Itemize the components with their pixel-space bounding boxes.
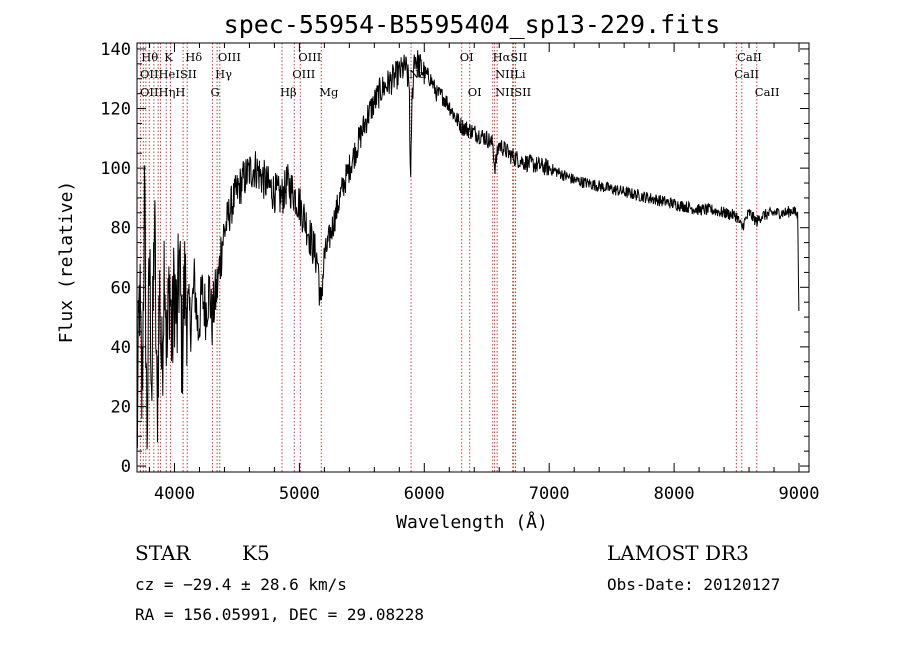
y-tick-label: 80 — [111, 219, 131, 239]
survey-name: LAMOST DR3 — [607, 541, 749, 565]
spectrum-series — [136, 50, 800, 450]
line-label: OI — [460, 50, 474, 64]
y-tick-label: 100 — [100, 159, 131, 179]
line-label: CaII — [737, 50, 762, 64]
x-axis-ticks: 4000 5000 6000 7000 8000 9000 — [148, 43, 820, 504]
line-label: HαSII — [493, 50, 528, 64]
line-label: OIIHηH — [140, 85, 185, 99]
object-class: STAR — [135, 541, 191, 565]
plot-frame — [136, 42, 810, 473]
line-label: OIIHeISII — [140, 67, 197, 81]
line-label: K — [164, 50, 173, 64]
x-tick-label: 8000 — [654, 484, 695, 504]
x-tick-label: 7000 — [529, 484, 570, 504]
chart-title: spec-55954-B5595404_sp13-229.fits — [224, 10, 721, 39]
line-label: NIISII — [495, 85, 531, 99]
line-label: CaII — [755, 85, 780, 99]
line-label: Mg — [319, 85, 339, 99]
x-axis-label: Wavelength (Å) — [396, 511, 548, 533]
line-label: Hθ — [141, 50, 158, 64]
spectrum-line — [136, 50, 800, 450]
line-label: G — [210, 85, 219, 99]
line-label: OIII — [218, 50, 241, 64]
y-tick-label: 140 — [100, 40, 131, 60]
y-tick-label: 40 — [111, 338, 131, 358]
x-tick-label: 5000 — [279, 484, 320, 504]
y-axis-label: Flux (relative) — [56, 181, 77, 344]
line-label: Hβ — [280, 85, 297, 99]
x-tick-label: 4000 — [154, 484, 195, 504]
line-label: Na — [409, 67, 426, 81]
x-tick-label: 6000 — [404, 484, 445, 504]
spectral-line-labels: Hθ K Hδ OIII OIII OI HαSII CaII OIIHeISII Hγ OIII N… — [140, 50, 780, 99]
line-label: OI — [468, 85, 482, 99]
y-tick-label: 0 — [121, 457, 131, 477]
y-tick-label: 60 — [111, 278, 131, 298]
y-tick-label: 20 — [111, 397, 131, 417]
x-tick-label: 9000 — [779, 484, 820, 504]
y-axis-ticks: 0 20 40 60 80 100 120 140 — [100, 40, 809, 477]
line-label: OIII — [298, 50, 321, 64]
observation-date: Obs-Date: 20120127 — [607, 575, 781, 594]
line-label: OIII — [292, 67, 315, 81]
spectral-line-markers — [139, 43, 758, 472]
line-label: CaII — [734, 67, 759, 81]
line-label: Hγ — [215, 67, 232, 81]
object-subclass: K5 — [242, 541, 270, 565]
coordinates: RA = 156.05991, DEC = 29.08228 — [135, 605, 424, 624]
redshift-cz: cz = −29.4 ± 28.6 km/s — [135, 575, 347, 594]
line-label: Hδ — [185, 50, 202, 64]
y-tick-label: 120 — [100, 100, 131, 120]
line-label: NIILi — [495, 67, 526, 81]
